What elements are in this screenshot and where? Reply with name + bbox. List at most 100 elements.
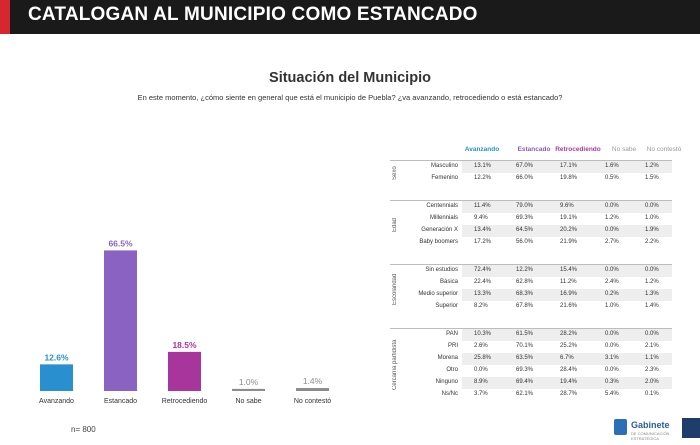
bar-chart: 12.6% Avanzando 66.5% Estancado 18.5% Retroce…	[20, 225, 360, 410]
cell-value: 66.0%	[516, 175, 534, 181]
cell-value: 11.2%	[560, 279, 577, 285]
bar-value-label-3: 1.0%	[239, 377, 259, 387]
cell-value: 69.4%	[516, 379, 534, 385]
logo-subtitle: DE COMUNICACIÓN ESTRATÉGICA	[631, 431, 670, 441]
crosstab-group: Edad Centennials 11.4% 79.0% 9.6% 0.0% 0.0% Mil…	[390, 200, 672, 249]
cell-value: 2.1%	[645, 343, 659, 349]
col-header-no-sabe: No sabe	[611, 146, 637, 153]
cell-value: 17.2%	[474, 239, 492, 245]
cell-value: 0.3%	[605, 379, 619, 385]
crosstab-row: Sin estudios 72.4% 12.2% 15.4% 0.0% 0.0%	[390, 265, 672, 277]
cell-value: 0.1%	[645, 391, 659, 397]
cell-value: 0.0%	[645, 203, 659, 209]
row-label: Centennials	[426, 203, 458, 209]
cell-value: 9.4%	[474, 215, 488, 221]
cell-value: 64.5%	[516, 227, 534, 233]
cell-value: 1.9%	[645, 227, 659, 233]
cell-value: 0.0%	[605, 343, 619, 349]
bar-value-label-1: 66.5%	[108, 238, 133, 248]
crosstab-group: Escolaridad Sin estudios 72.4% 12.2% 15.4% 0.…	[390, 264, 672, 313]
cell-value: 0.0%	[605, 227, 619, 233]
cell-value: 6.7%	[560, 355, 574, 361]
cell-value: 8.2%	[474, 303, 488, 309]
cell-value: 67.8%	[516, 303, 534, 309]
gabinete-logo: Gabinete DE COMUNICACIÓN ESTRATÉGICA	[614, 417, 694, 441]
row-label: Básica	[439, 279, 458, 285]
row-label: Millennials	[429, 215, 458, 221]
cell-value: 16.9%	[560, 291, 578, 297]
cell-value: 0.0%	[605, 331, 619, 337]
cell-value: 19.1%	[560, 215, 578, 221]
cell-value: 11.4%	[474, 203, 491, 209]
row-label: PRI	[447, 343, 458, 349]
row-label: PAN	[446, 331, 458, 337]
cell-value: 2.7%	[605, 239, 619, 245]
crosstab-group: Sexo Masculino 13.1% 67.0% 17.1% 1.6% 1.2% Feme…	[390, 160, 672, 185]
cell-value: 10.3%	[474, 331, 492, 337]
cell-value: 0.0%	[645, 331, 659, 337]
cell-value: 20.2%	[560, 227, 578, 233]
logo-mark-icon	[614, 419, 627, 435]
crosstab-row: Baby boomers 17.2% 56.0% 21.9% 2.7% 2.2%	[390, 237, 672, 249]
cell-value: 1.0%	[605, 303, 619, 309]
row-shade	[462, 161, 672, 173]
category-label-4: No contestó	[294, 398, 331, 405]
crosstab-group: Cercanía partidista PAN 10.3% 61.5% 28.2% 0.0…	[390, 328, 672, 401]
row-label: Femenino	[431, 175, 458, 181]
row-shade	[462, 201, 672, 213]
crosstab-row: Ns/Nc 3.7% 62.1% 28.7% 5.4% 0.1%	[390, 389, 672, 401]
bar-4	[296, 388, 329, 391]
row-label: Ninguno	[435, 379, 458, 385]
cell-value: 72.4%	[474, 267, 492, 273]
crosstab-row: PRI 2.6% 70.1% 25.2% 0.0% 2.1%	[390, 341, 672, 353]
crosstab-row: Masculino 13.1% 67.0% 17.1% 1.6% 1.2%	[390, 161, 672, 173]
crosstab-row: Superior 8.2% 67.8% 21.6% 1.0% 1.4%	[390, 301, 672, 313]
cell-value: 68.3%	[516, 291, 534, 297]
title-banner: CATALOGAN AL MUNICIPIO COMO ESTANCADO	[0, 0, 700, 34]
cell-value: 13.4%	[474, 227, 492, 233]
row-label: Medio superior	[418, 291, 458, 297]
cell-value: 5.4%	[605, 391, 619, 397]
sample-size: n= 800	[71, 425, 96, 434]
cell-value: 17.1%	[560, 163, 578, 169]
cell-value: 1.2%	[605, 215, 619, 221]
cell-value: 62.8%	[516, 279, 534, 285]
cell-value: 69.3%	[516, 367, 534, 373]
banner-title: CATALOGAN AL MUNICIPIO COMO ESTANCADO	[28, 4, 478, 25]
crosstab-row: Ninguno 8.9% 69.4% 19.4% 0.3% 2.0%	[390, 377, 672, 389]
cell-value: 21.6%	[560, 303, 578, 309]
crosstab-row: Generación X 13.4% 64.5% 20.2% 0.0% 1.9%	[390, 225, 672, 237]
category-label-3: No sabe	[235, 398, 261, 405]
cell-value: 62.1%	[516, 391, 534, 397]
cell-value: 28.7%	[560, 391, 578, 397]
cell-value: 1.1%	[645, 355, 659, 361]
cell-value: 15.4%	[560, 267, 578, 273]
cell-value: 8.9%	[474, 379, 488, 385]
col-header-avanzando: Avanzando	[464, 146, 500, 153]
cell-value: 1.3%	[645, 291, 659, 297]
col-header-retrocediendo: Retrocediendo	[555, 146, 601, 153]
cell-value: 67.0%	[516, 163, 534, 169]
bar-value-label-0: 12.6%	[44, 352, 69, 362]
bar-2	[168, 351, 201, 391]
cell-value: 2.6%	[474, 343, 488, 349]
survey-question: En este momento, ¿cómo siente en general…	[137, 93, 563, 102]
cell-value: 0.5%	[605, 175, 619, 181]
row-shade	[462, 377, 672, 389]
cell-value: 1.0%	[645, 215, 659, 221]
category-label-0: Avanzando	[39, 398, 74, 405]
cell-value: 1.4%	[645, 303, 659, 309]
cell-value: 2.0%	[645, 379, 659, 385]
cell-value: 1.5%	[645, 175, 659, 181]
row-label: Morena	[437, 355, 458, 361]
crosstab-row: Millennials 9.4% 69.3% 19.1% 1.2% 1.0%	[390, 213, 672, 225]
bar-chart-svg: 12.6% Avanzando 66.5% Estancado 18.5% Retroce…	[39, 238, 331, 405]
cell-value: 28.4%	[560, 367, 578, 373]
cell-value: 3.7%	[474, 391, 488, 397]
cell-value: 19.8%	[560, 175, 578, 181]
category-label-1: Estancado	[104, 398, 137, 405]
cell-value: 12.2%	[516, 267, 534, 273]
cell-value: 0.0%	[474, 367, 488, 373]
row-shade	[462, 329, 672, 341]
row-shade	[462, 289, 672, 301]
